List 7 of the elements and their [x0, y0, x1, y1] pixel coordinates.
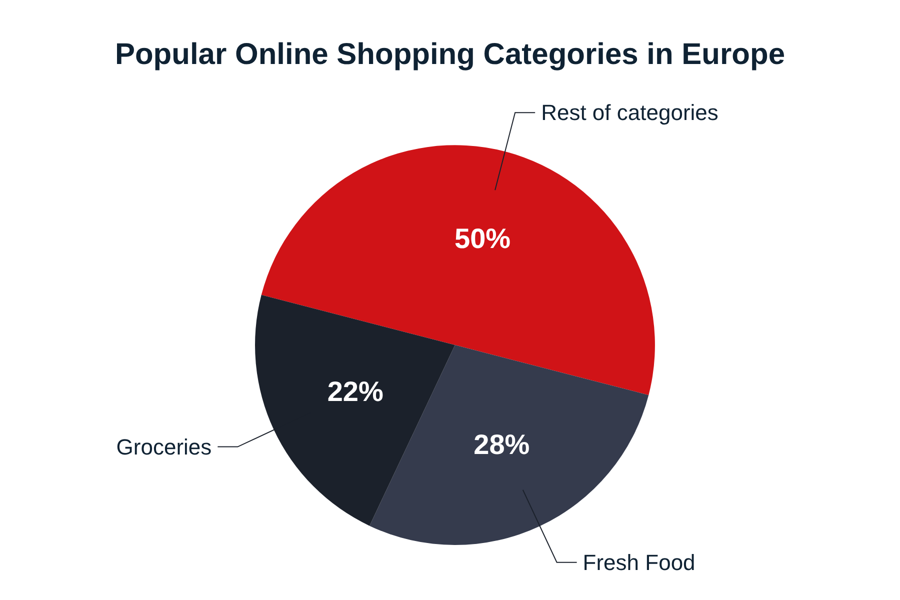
- slice-label: Fresh Food: [582, 550, 696, 575]
- slice-label: Groceries: [116, 434, 212, 460]
- data-label: 22%: [327, 376, 384, 408]
- data-label: 50%: [454, 223, 511, 254]
- slice-label: Rest of categories: [541, 100, 718, 126]
- chart-title: Popular Online Shopping Categories in Europe: [114, 38, 786, 72]
- data-label: 28%: [474, 429, 530, 460]
